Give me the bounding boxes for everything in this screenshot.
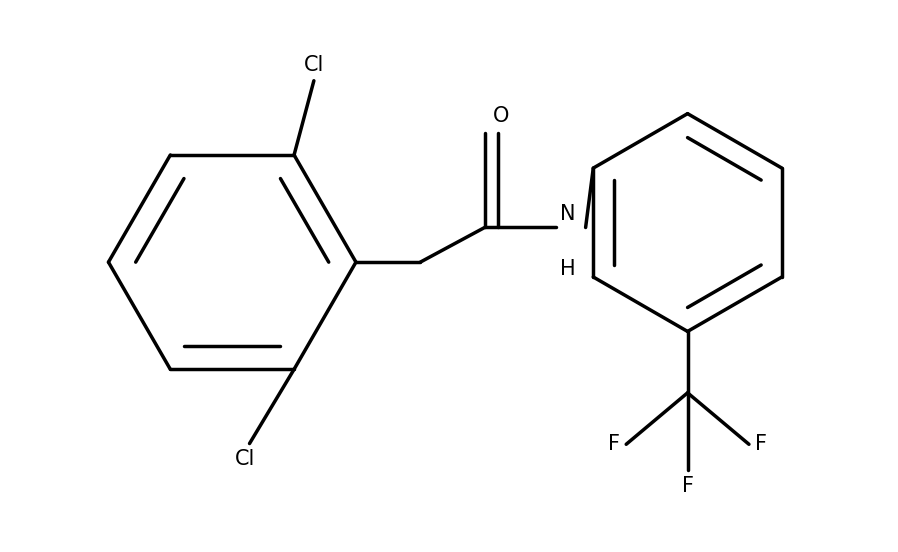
Text: N: N [559, 204, 576, 224]
Text: F: F [755, 434, 767, 454]
Text: F: F [682, 476, 693, 496]
Text: F: F [608, 434, 621, 454]
Text: O: O [493, 105, 509, 125]
Text: H: H [559, 259, 576, 279]
Text: Cl: Cl [234, 449, 255, 470]
Text: Cl: Cl [304, 55, 324, 75]
